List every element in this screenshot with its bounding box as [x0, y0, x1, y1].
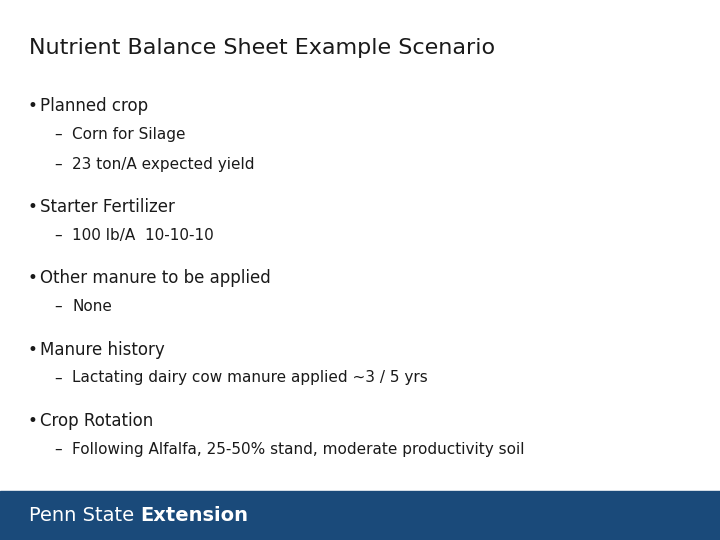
Text: –: –	[54, 157, 62, 172]
Text: Corn for Silage: Corn for Silage	[72, 127, 186, 142]
Text: –: –	[54, 299, 62, 314]
Text: –: –	[54, 442, 62, 457]
Text: Nutrient Balance Sheet Example Scenario: Nutrient Balance Sheet Example Scenario	[29, 38, 495, 58]
Text: Planned crop: Planned crop	[40, 97, 148, 115]
Text: •: •	[27, 269, 37, 287]
Text: –: –	[54, 228, 62, 243]
Text: Starter Fertilizer: Starter Fertilizer	[40, 198, 174, 216]
Text: None: None	[72, 299, 112, 314]
Text: –: –	[54, 370, 62, 386]
Text: Penn State: Penn State	[29, 506, 140, 525]
Text: •: •	[27, 97, 37, 115]
Text: Lactating dairy cow manure applied ~3 / 5 yrs: Lactating dairy cow manure applied ~3 / …	[72, 370, 428, 386]
Text: •: •	[27, 198, 37, 216]
Text: Following Alfalfa, 25-50% stand, moderate productivity soil: Following Alfalfa, 25-50% stand, moderat…	[72, 442, 524, 457]
Text: Extension: Extension	[140, 506, 248, 525]
Text: Crop Rotation: Crop Rotation	[40, 412, 153, 430]
Text: •: •	[27, 341, 37, 359]
Text: 100 lb/A  10-10-10: 100 lb/A 10-10-10	[72, 228, 214, 243]
Text: •: •	[27, 412, 37, 430]
Text: –: –	[54, 127, 62, 142]
Text: Manure history: Manure history	[40, 341, 164, 359]
Text: Other manure to be applied: Other manure to be applied	[40, 269, 270, 287]
Bar	[0, 491, 720, 540]
Text: 23 ton/A expected yield: 23 ton/A expected yield	[72, 157, 254, 172]
